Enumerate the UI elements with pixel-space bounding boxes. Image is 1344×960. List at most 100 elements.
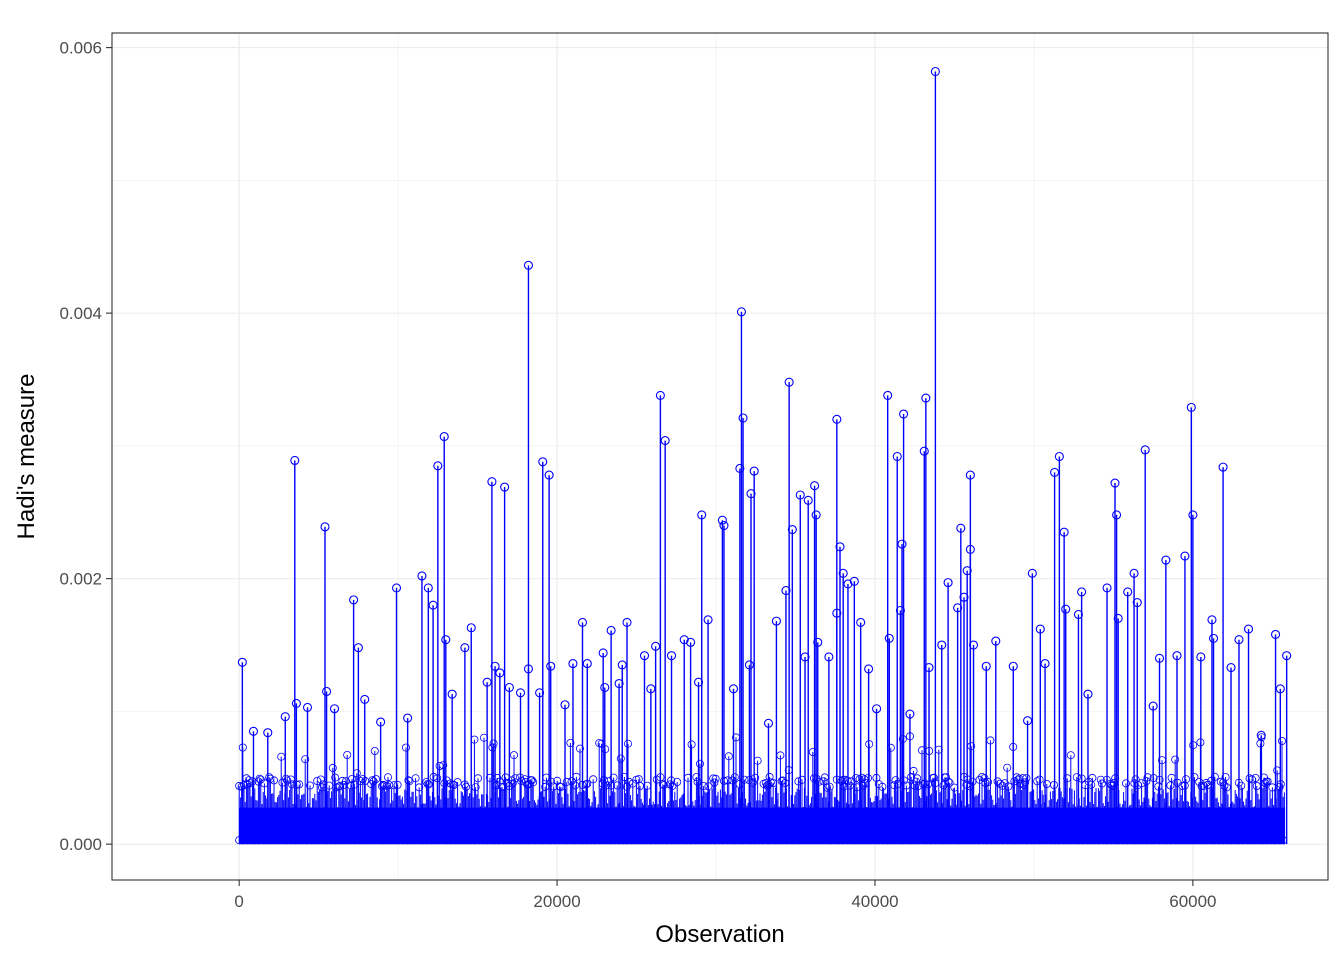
point-marker bbox=[391, 583, 402, 593]
point-marker bbox=[736, 307, 747, 317]
point-marker bbox=[376, 717, 386, 727]
point-marker bbox=[813, 637, 823, 647]
point-marker bbox=[924, 663, 934, 673]
point-marker bbox=[679, 635, 689, 645]
point-marker bbox=[673, 778, 682, 787]
point-marker bbox=[1256, 739, 1265, 748]
point-marker bbox=[589, 775, 598, 784]
x-tick-label: 60000 bbox=[1169, 892, 1216, 911]
data-point-93 bbox=[897, 539, 907, 845]
point-marker bbox=[895, 605, 905, 616]
point-marker bbox=[527, 836, 536, 845]
point-marker bbox=[710, 778, 719, 787]
point-marker bbox=[1003, 763, 1012, 772]
data-point-54 bbox=[679, 635, 689, 845]
point-marker bbox=[951, 836, 960, 845]
data-point-42 bbox=[598, 648, 608, 845]
point-marker bbox=[655, 390, 665, 400]
point-marker bbox=[746, 489, 756, 499]
point-marker bbox=[921, 393, 931, 403]
point-marker bbox=[1112, 510, 1122, 520]
point-marker bbox=[825, 782, 834, 791]
data-point-31 bbox=[515, 688, 526, 845]
point-marker bbox=[544, 470, 554, 480]
point-marker bbox=[1171, 755, 1180, 764]
point-marker bbox=[731, 836, 740, 845]
point-marker bbox=[827, 836, 836, 845]
data-point-57 bbox=[697, 510, 707, 845]
point-marker bbox=[851, 836, 860, 845]
data-point-20 bbox=[439, 432, 449, 845]
point-marker bbox=[383, 836, 392, 845]
point-marker bbox=[959, 592, 969, 602]
point-marker bbox=[1143, 773, 1152, 782]
point-marker bbox=[609, 773, 618, 782]
point-marker bbox=[1275, 684, 1285, 694]
point-marker bbox=[439, 432, 449, 442]
point-marker bbox=[859, 781, 868, 790]
data-point-55 bbox=[686, 637, 696, 845]
point-marker bbox=[968, 777, 977, 786]
point-marker bbox=[795, 836, 804, 845]
point-marker bbox=[591, 836, 600, 845]
point-marker bbox=[291, 698, 301, 708]
data-point-49 bbox=[646, 684, 656, 845]
point-marker bbox=[279, 836, 288, 845]
point-marker bbox=[991, 636, 1001, 646]
point-marker bbox=[1203, 836, 1212, 845]
data-point-81 bbox=[832, 608, 842, 845]
point-marker bbox=[1151, 836, 1160, 845]
y-tick-label: 0.002 bbox=[59, 570, 102, 589]
data-point-116 bbox=[1050, 467, 1060, 845]
point-marker bbox=[787, 836, 796, 845]
point-marker bbox=[503, 836, 512, 845]
point-marker bbox=[981, 661, 991, 671]
point-marker bbox=[811, 510, 821, 520]
point-marker bbox=[1007, 836, 1016, 845]
point-marker bbox=[423, 583, 433, 593]
point-marker bbox=[251, 836, 260, 845]
point-marker bbox=[466, 623, 476, 633]
point-marker bbox=[375, 836, 384, 845]
point-marker bbox=[1210, 772, 1219, 781]
point-marker bbox=[563, 836, 572, 845]
point-marker bbox=[1180, 551, 1190, 561]
point-marker bbox=[819, 777, 828, 786]
data-point-103 bbox=[956, 523, 966, 845]
point-marker bbox=[1135, 836, 1144, 845]
point-marker bbox=[724, 752, 733, 761]
point-marker bbox=[919, 836, 928, 845]
point-marker bbox=[269, 776, 278, 785]
data-point-6 bbox=[302, 702, 313, 845]
point-marker bbox=[439, 836, 448, 845]
point-marker bbox=[965, 544, 975, 554]
data-point-30 bbox=[504, 682, 514, 845]
point-marker bbox=[461, 782, 470, 791]
data-point-21 bbox=[441, 635, 451, 845]
point-marker bbox=[1131, 775, 1140, 784]
point-marker bbox=[243, 836, 252, 845]
data-point-83 bbox=[838, 568, 848, 845]
data-point-71 bbox=[784, 377, 794, 845]
point-marker bbox=[555, 782, 564, 791]
panel-border bbox=[111, 32, 1329, 881]
point-marker bbox=[856, 617, 866, 627]
point-marker bbox=[783, 836, 792, 845]
point-marker bbox=[551, 836, 560, 845]
point-marker bbox=[852, 774, 861, 783]
point-marker bbox=[639, 651, 650, 661]
point-marker bbox=[353, 643, 363, 653]
data-point-78 bbox=[813, 637, 823, 845]
data-point-3 bbox=[280, 712, 290, 845]
point-marker bbox=[1031, 836, 1040, 845]
point-marker bbox=[523, 836, 532, 845]
point-marker bbox=[428, 600, 438, 610]
point-marker bbox=[675, 836, 684, 845]
point-marker bbox=[1148, 701, 1158, 711]
point-marker bbox=[356, 777, 365, 786]
data-point-37 bbox=[546, 661, 556, 845]
data-point-110 bbox=[991, 636, 1001, 845]
data-point-47 bbox=[622, 617, 632, 845]
point-marker bbox=[883, 390, 893, 400]
point-marker bbox=[1011, 836, 1020, 845]
